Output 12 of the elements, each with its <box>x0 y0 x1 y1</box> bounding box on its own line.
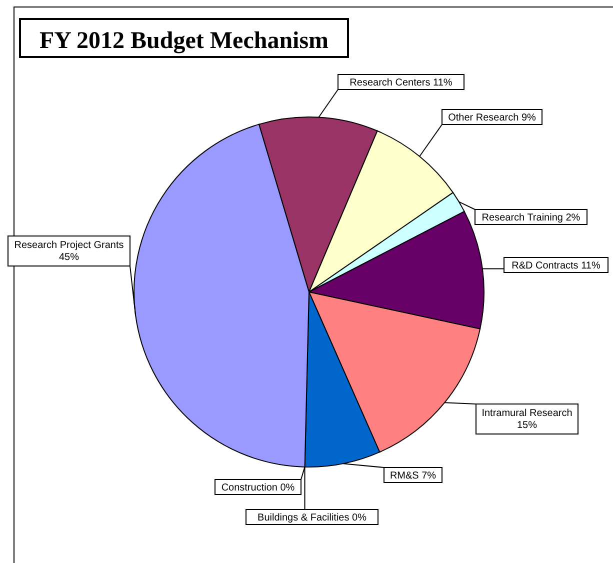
data-label: 15% <box>516 420 538 431</box>
slice-label: RM&S 7% <box>390 470 436 482</box>
slice-label: Other Research 9% <box>448 112 536 124</box>
category-label: Buildings & Facilities 0% <box>258 512 366 524</box>
data-label: 45% <box>58 252 80 263</box>
legend-label: Construction 0% <box>221 482 295 494</box>
slice-label: Research Training 2% <box>482 212 580 224</box>
slice-label: Research Centers 11% <box>350 78 452 88</box>
slice-label: Intramural Research <box>482 408 572 419</box>
slice-label: R&D Contracts 11% <box>512 260 600 272</box>
slice-label: Research Project Grants <box>14 240 124 251</box>
chart-title: FY 2012 Budget Mechanism <box>39 28 329 54</box>
